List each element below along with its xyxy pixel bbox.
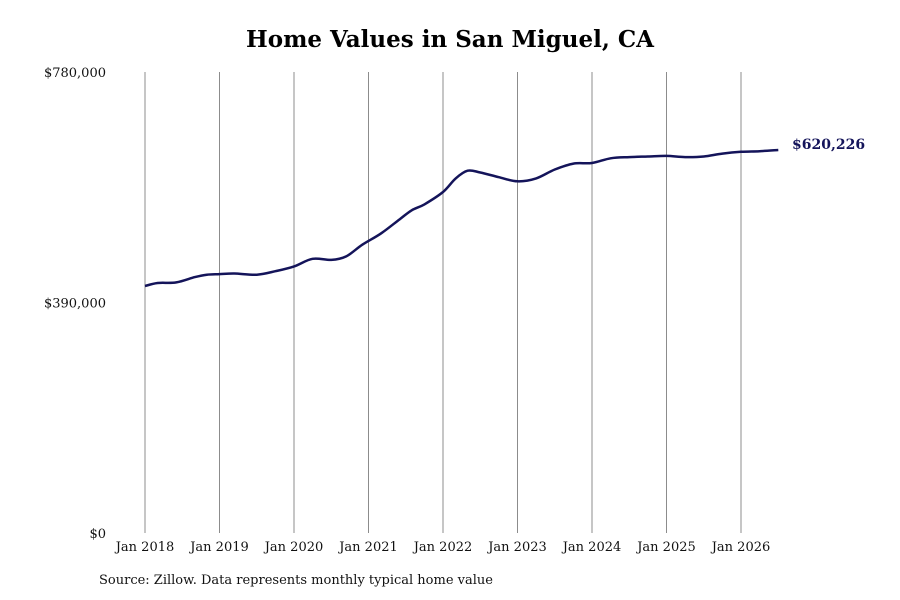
y-tick-label: $390,000 [44,297,106,312]
end-value-label: $620,226 [792,137,865,153]
x-tick-label: Jan 2021 [337,540,398,555]
y-tick-label: $0 [89,527,106,542]
home-value-line [144,148,779,288]
x-tick-label: Jan 2025 [635,540,696,555]
x-tick-label: Jan 2026 [710,540,771,555]
y-tick-label: $780,000 [44,66,106,81]
chart-title: Home Values in San Miguel, CA [246,26,654,53]
source-note: Source: Zillow. Data represents monthly … [99,573,493,588]
x-tick-label: Jan 2024 [561,540,622,555]
x-tick-label: Jan 2019 [188,540,249,555]
x-tick-label: Jan 2022 [412,540,473,555]
x-tick-label: Jan 2020 [263,540,324,555]
x-tick-label: Jan 2018 [114,540,175,555]
x-tick-label: Jan 2023 [486,540,547,555]
